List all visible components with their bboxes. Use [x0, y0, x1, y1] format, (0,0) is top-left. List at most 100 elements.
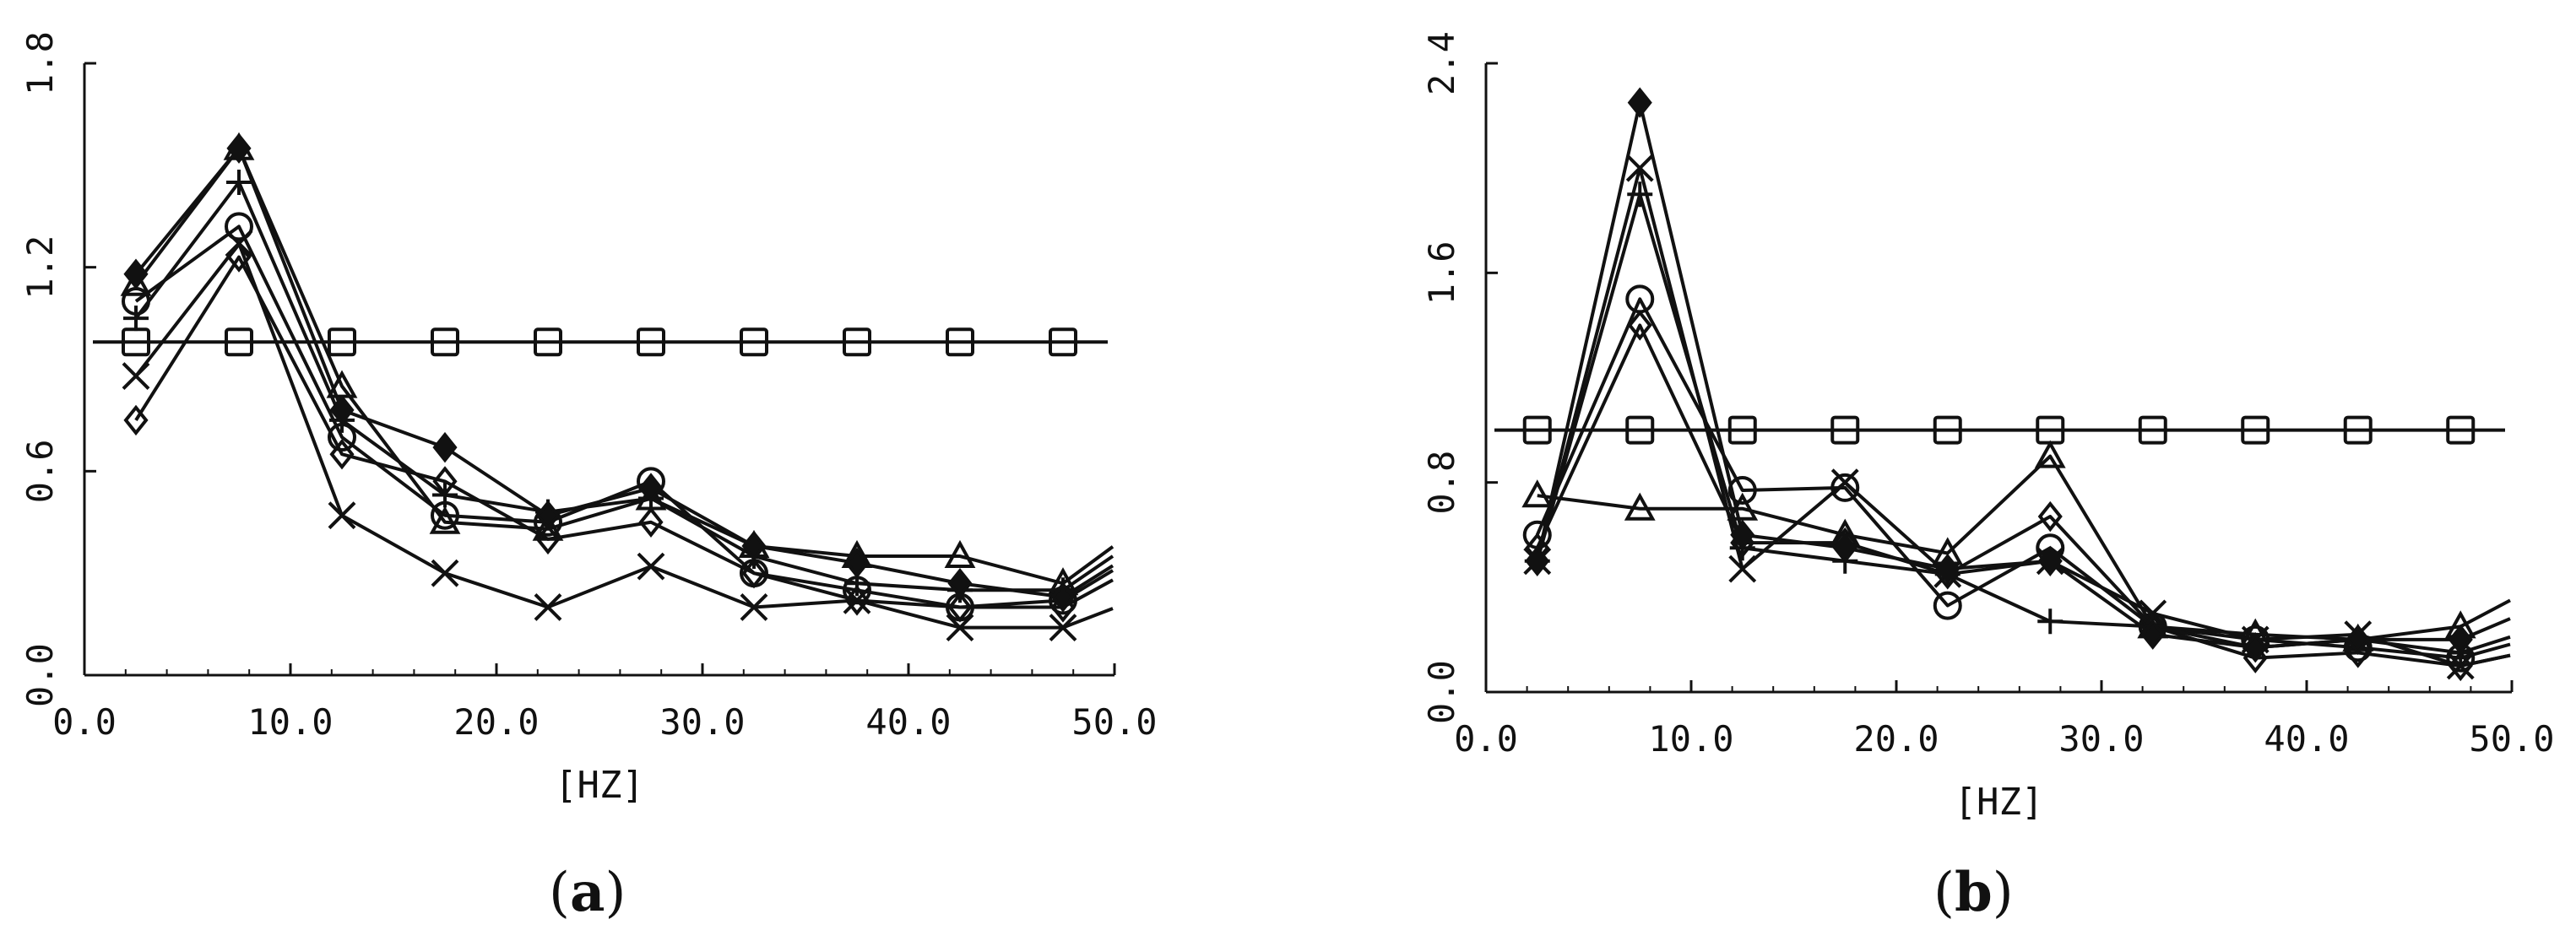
chart-panel-b: 0.0 10.0 20.0 30.0 40.0 50.0 0.0 0.8 1.6 2.4 [HZ] [1421, 31, 2555, 824]
point-marker-square [1049, 327, 1077, 357]
point-marker-triangle [532, 512, 564, 541]
point-marker-diamond-filled [1050, 581, 1076, 613]
y-tick-label: 0.8 [1421, 451, 1462, 515]
series-plus [1524, 181, 2511, 666]
point-marker-diamond-filled [535, 500, 561, 531]
x-tick-label: 0.0 [1454, 718, 1518, 760]
point-marker-plus [2037, 608, 2064, 635]
point-marker-square [1933, 415, 1962, 445]
point-marker-plus [1627, 181, 1653, 208]
series-diamond-filled [123, 132, 1114, 613]
point-marker-x [946, 614, 974, 642]
x-tick-label: 20.0 [453, 701, 539, 743]
point-marker-x [1625, 154, 1654, 182]
y-tick-label: 2.4 [1421, 31, 1462, 95]
point-marker-triangle [429, 506, 461, 534]
x-tick-label: 40.0 [865, 701, 951, 743]
point-marker-diamond-filled [1935, 553, 1960, 585]
point-marker-diamond [2037, 500, 2063, 533]
point-marker-diamond-filled [432, 431, 458, 463]
point-marker-circle [1727, 475, 1757, 505]
x-tick-label: 50.0 [1071, 701, 1157, 743]
point-marker-circle [225, 212, 253, 241]
point-marker-x [1049, 614, 1077, 642]
point-marker-triangle [2034, 440, 2066, 468]
point-marker-x [328, 501, 356, 530]
point-marker-diamond-filled [329, 394, 355, 426]
point-marker-diamond [535, 523, 561, 555]
series-line [134, 146, 1114, 599]
point-marker-square [225, 327, 253, 357]
point-marker-diamond [226, 241, 252, 273]
point-marker-plus [123, 306, 149, 332]
panel-caption-b: (b) [1933, 861, 2014, 924]
x-tick-label: 20.0 [1853, 718, 1939, 760]
point-marker-circle [1933, 591, 1962, 620]
point-marker-square [1727, 415, 1757, 445]
x-tick-label: 40.0 [2264, 718, 2349, 760]
point-marker-diamond [638, 506, 664, 538]
x-tick-label: 10.0 [247, 701, 333, 743]
series-diamond-filled [1525, 87, 2511, 663]
point-marker-diamond-filled [2037, 545, 2063, 576]
point-marker-diamond [844, 585, 870, 616]
point-marker-diamond [2448, 650, 2473, 682]
point-marker-square [534, 327, 562, 357]
caption-close-paren: ) [1992, 862, 2014, 924]
point-marker-triangle [1521, 479, 1554, 508]
y-tick-label: 0.6 [19, 439, 61, 503]
point-marker-diamond-filled [2242, 632, 2268, 663]
y-tick-label: 0.0 [19, 643, 61, 707]
point-marker-triangle [1624, 492, 1656, 521]
series-square [1494, 415, 2505, 445]
y-tick-label: 1.6 [1421, 241, 1462, 305]
series-circle [1522, 284, 2511, 673]
series-diamond [1525, 310, 2511, 682]
point-marker-plus [432, 482, 458, 508]
series-line [1535, 192, 2511, 655]
point-marker-diamond-filled [2346, 624, 2371, 656]
caption-letter: a [569, 861, 605, 924]
caption-open-paren: ( [549, 862, 570, 924]
series-line [134, 241, 1114, 630]
point-marker-x [431, 559, 459, 587]
x-tick-label: 10.0 [1648, 718, 1733, 760]
x-tick-label: 0.0 [52, 701, 117, 743]
point-marker-square [1522, 415, 1552, 445]
point-marker-diamond [123, 404, 149, 436]
x-tick-label: 30.0 [659, 701, 745, 743]
point-marker-square [431, 327, 459, 357]
y-tick-label: 1.2 [19, 235, 61, 300]
point-marker-circle [1830, 473, 1860, 502]
point-marker-square [2343, 415, 2373, 445]
point-marker-x [1830, 468, 1859, 497]
caption-letter: b [1954, 861, 1993, 924]
series-line [134, 146, 1114, 586]
point-marker-x [122, 362, 150, 390]
point-marker-triangle [120, 268, 152, 296]
point-marker-diamond-filled [638, 473, 664, 504]
point-marker-x [1728, 554, 1757, 583]
x-axis-title: [HZ] [555, 764, 644, 807]
caption-open-paren: ( [1933, 862, 1955, 924]
series-square [93, 327, 1108, 357]
point-marker-square [637, 327, 665, 357]
point-marker-diamond-filled [1627, 87, 1652, 118]
y-tick-label: 1.8 [19, 31, 61, 95]
series-triangle [120, 132, 1114, 596]
point-marker-diamond-filled [2448, 624, 2473, 656]
x-tick-label: 30.0 [2058, 718, 2144, 760]
point-marker-diamond [329, 438, 355, 470]
point-marker-diamond-filled [741, 530, 767, 562]
point-marker-plus [226, 169, 252, 195]
x-axis-title: [HZ] [1955, 781, 2044, 824]
point-marker-diamond-filled [1730, 519, 1755, 550]
point-marker-square [328, 327, 356, 357]
point-marker-square [2446, 415, 2476, 445]
point-marker-diamond-filled [226, 132, 252, 164]
point-marker-x [534, 593, 562, 621]
point-marker-diamond-filled [1525, 545, 1550, 576]
panel-caption-a: (a) [549, 861, 626, 924]
caption-close-paren: ) [605, 862, 626, 924]
